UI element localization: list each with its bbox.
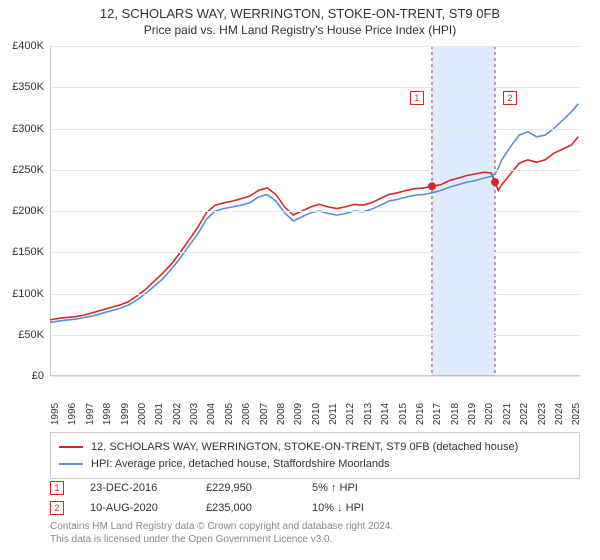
legend-swatch (59, 463, 83, 465)
marker-delta: 10% ↓ HPI (312, 502, 402, 514)
x-tick-label: 1997 (85, 403, 96, 425)
y-tick-label: £250K (0, 164, 44, 176)
y-tick-label: £200K (0, 205, 44, 217)
marker-badge: 1 (50, 481, 64, 495)
marker-date: 10-AUG-2020 (90, 502, 180, 514)
y-tick-label: £100K (0, 288, 44, 300)
y-tick-label: £50K (0, 329, 44, 341)
x-tick-label: 2010 (311, 403, 322, 425)
footnote-line: Contains HM Land Registry data © Crown c… (50, 520, 580, 533)
gridline (50, 335, 580, 336)
footnote: Contains HM Land Registry data © Crown c… (50, 520, 580, 546)
series-hpi (50, 104, 578, 323)
x-tick-label: 1999 (120, 403, 131, 425)
x-tick-label: 2012 (345, 403, 356, 425)
gridline (50, 252, 580, 253)
legend-item-property: 12, SCHOLARS WAY, WERRINGTON, STOKE-ON-T… (59, 439, 571, 456)
legend-label: 12, SCHOLARS WAY, WERRINGTON, STOKE-ON-T… (91, 439, 518, 456)
gridline (50, 46, 580, 47)
chart-subtitle: Price paid vs. HM Land Registry's House … (0, 23, 600, 37)
x-tick-label: 2021 (502, 403, 513, 425)
marker-date: 23-DEC-2016 (90, 482, 180, 494)
x-tick-label: 2013 (363, 403, 374, 425)
y-tick-label: £0 (0, 370, 44, 382)
y-tick-label: £400K (0, 40, 44, 52)
x-tick-label: 2024 (554, 403, 565, 425)
gridline (50, 294, 580, 295)
gridline (50, 170, 580, 171)
marker-delta: 5% ↑ HPI (312, 482, 402, 494)
legend-label: HPI: Average price, detached house, Staf… (91, 456, 390, 473)
x-tick-label: 2009 (293, 403, 304, 425)
y-tick-label: £150K (0, 246, 44, 258)
plot-badge: 2 (503, 91, 517, 105)
legend-item-hpi: HPI: Average price, detached house, Staf… (59, 456, 571, 473)
sale-dot (491, 178, 499, 186)
y-tick-label: £300K (0, 123, 44, 135)
gridline (50, 87, 580, 88)
x-tick-label: 2016 (415, 403, 426, 425)
x-tick-label: 2006 (241, 403, 252, 425)
x-tick-label: 2025 (571, 403, 582, 425)
x-tick-label: 2011 (328, 403, 339, 425)
x-tick-label: 1998 (102, 403, 113, 425)
marker-badge: 2 (50, 501, 64, 515)
x-tick-label: 1996 (67, 403, 78, 425)
x-tick-label: 2022 (519, 403, 530, 425)
footnote-line: This data is licensed under the Open Gov… (50, 533, 580, 546)
legend-swatch (59, 446, 83, 448)
x-tick-label: 2004 (206, 403, 217, 425)
sale-dot (428, 182, 436, 190)
x-tick-label: 2001 (154, 403, 165, 425)
gridline (50, 376, 580, 377)
legend: 12, SCHOLARS WAY, WERRINGTON, STOKE-ON-T… (50, 432, 580, 479)
plot-badge: 1 (410, 91, 424, 105)
y-tick-label: £350K (0, 81, 44, 93)
x-tick-label: 2000 (137, 403, 148, 425)
x-tick-label: 2015 (398, 403, 409, 425)
x-tick-label: 2023 (537, 403, 548, 425)
x-tick-label: 2019 (467, 403, 478, 425)
gridline (50, 211, 580, 212)
marker-price: £235,000 (206, 502, 286, 514)
marker-row: 1 23-DEC-2016 £229,950 5% ↑ HPI (50, 478, 580, 498)
x-axis-labels: 1995 1996 1997 1998 1999 2000 2001 2002 2003 2004… (50, 380, 580, 430)
x-tick-label: 2002 (172, 403, 183, 425)
chart-title: 12, SCHOLARS WAY, WERRINGTON, STOKE-ON-T… (0, 6, 600, 21)
x-tick-label: 2007 (259, 403, 270, 425)
gridline (50, 129, 580, 130)
chart-title-block: 12, SCHOLARS WAY, WERRINGTON, STOKE-ON-T… (0, 0, 600, 37)
x-tick-label: 1995 (50, 403, 61, 425)
chart-area: £0£50K£100K£150K£200K£250K£300K£350K£400… (50, 46, 580, 376)
marker-row: 2 10-AUG-2020 £235,000 10% ↓ HPI (50, 498, 580, 518)
markers-table: 1 23-DEC-2016 £229,950 5% ↑ HPI 2 10-AUG… (50, 478, 580, 518)
x-tick-label: 2008 (276, 403, 287, 425)
x-tick-label: 2005 (224, 403, 235, 425)
x-tick-label: 2020 (484, 403, 495, 425)
x-tick-label: 2014 (380, 403, 391, 425)
x-tick-label: 2018 (450, 403, 461, 425)
x-tick-label: 2017 (432, 403, 443, 425)
x-tick-label: 2003 (189, 403, 200, 425)
marker-price: £229,950 (206, 482, 286, 494)
